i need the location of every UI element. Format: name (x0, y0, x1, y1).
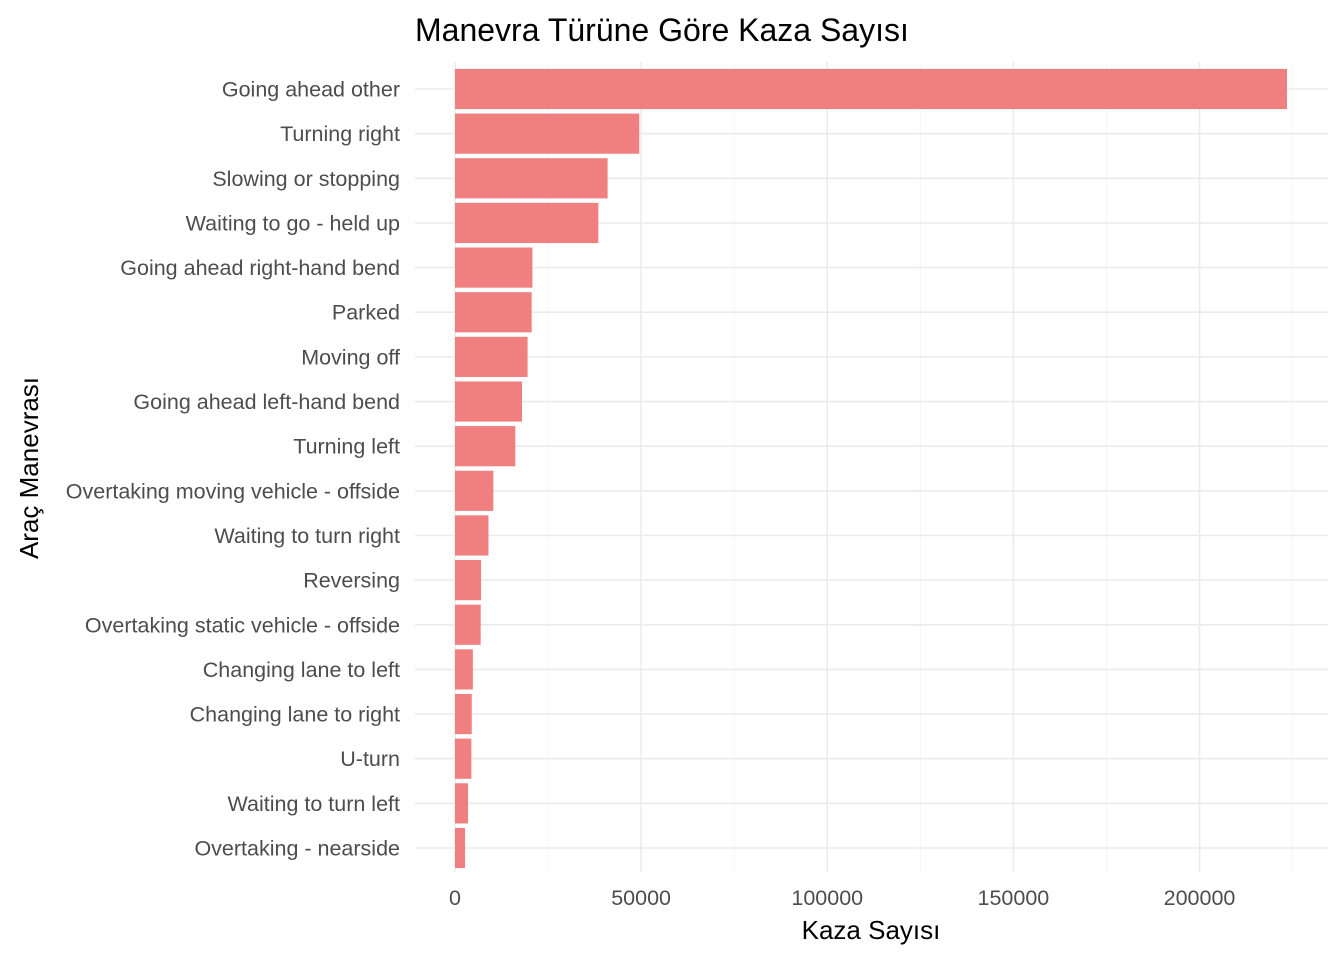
bar (455, 158, 608, 199)
x-tick-label: 50000 (611, 886, 671, 910)
bar (455, 515, 489, 556)
y-tick-label: Going ahead right-hand bend (120, 256, 400, 280)
y-tick-label: Waiting to go - held up (186, 211, 400, 235)
bar (455, 827, 466, 869)
bar (455, 649, 473, 690)
x-tick-label: 200000 (1164, 886, 1236, 910)
y-tick-label: Waiting to turn left (228, 792, 400, 816)
y-axis-title: Araç Manevrası (14, 377, 44, 559)
bar (455, 292, 532, 333)
bar-layer (455, 68, 1287, 869)
chart-title: Manevra Türüne Göre Kaza Sayısı (415, 12, 909, 48)
y-tick-label: Overtaking moving vehicle - offside (66, 479, 400, 503)
bar (455, 604, 481, 645)
bar (455, 693, 472, 735)
y-tick-label: Changing lane to right (190, 703, 400, 727)
y-tick-label: Moving off (301, 345, 400, 369)
bar (455, 202, 599, 244)
x-tick-label: 100000 (791, 886, 863, 910)
y-tick-label: Changing lane to left (203, 658, 400, 682)
bar (455, 470, 494, 511)
y-tick-label: Parked (332, 301, 400, 325)
y-tick-label: Waiting to turn right (214, 524, 400, 548)
y-tick-label: Overtaking static vehicle - offside (85, 613, 400, 637)
y-tick-label: Going ahead other (222, 78, 400, 102)
x-tick-label: 150000 (978, 886, 1050, 910)
category-label-layer: Going ahead other Turning right Slowing or… (66, 78, 400, 861)
bar (455, 113, 640, 154)
y-tick-label: U-turn (340, 747, 400, 771)
y-tick-label: Slowing or stopping (212, 167, 400, 191)
y-tick-label: Going ahead left-hand bend (133, 390, 400, 414)
bar (455, 381, 523, 422)
bar (455, 336, 528, 377)
bar (455, 68, 1287, 110)
bar (455, 738, 472, 779)
x-tick-label: 0 (449, 886, 461, 910)
bar (455, 426, 516, 467)
bar (455, 247, 533, 288)
x-tick-layer: 0 50000 100000 150000 200000 (449, 886, 1235, 910)
x-axis-title: Kaza Sayısı (802, 915, 941, 945)
y-tick-label: Turning right (280, 122, 400, 146)
y-tick-label: Turning left (293, 435, 400, 459)
bar (455, 783, 469, 824)
bar (455, 560, 482, 601)
y-tick-label: Reversing (303, 569, 400, 593)
y-tick-label: Overtaking - nearside (194, 837, 400, 861)
